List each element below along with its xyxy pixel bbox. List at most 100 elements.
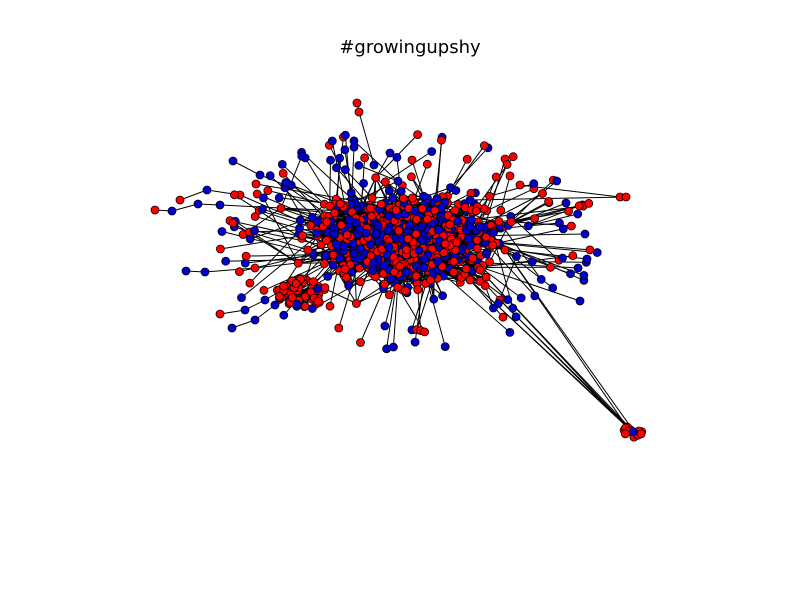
graph-node — [250, 212, 260, 221]
graph-edge — [471, 205, 584, 221]
graph-node — [429, 294, 439, 304]
graph-node — [175, 195, 185, 205]
graph-node — [516, 293, 526, 303]
graph-node — [234, 267, 244, 277]
graph-node — [427, 147, 437, 156]
graph-node — [255, 170, 265, 180]
graph-node — [322, 217, 332, 227]
graph-node — [349, 142, 359, 152]
graph-node — [573, 209, 583, 219]
graph-node — [412, 215, 422, 224]
graph-node — [401, 286, 410, 296]
graph-node — [485, 191, 495, 201]
graph-node — [340, 165, 350, 175]
graph-node — [356, 338, 365, 347]
graph-node — [500, 245, 510, 255]
graph-node — [620, 429, 630, 439]
graph-node — [555, 218, 564, 228]
graph-node — [636, 429, 646, 439]
graph-node — [291, 279, 301, 289]
graph-node — [251, 179, 261, 189]
graph-node — [440, 239, 450, 249]
graph-node — [394, 226, 404, 236]
graph-edge — [259, 174, 286, 186]
graph-node — [475, 222, 485, 232]
graph-node — [391, 205, 401, 215]
graph-node — [250, 226, 259, 236]
graph-node — [355, 224, 364, 234]
graph-node — [451, 186, 461, 195]
graph-node — [481, 249, 491, 259]
graph-node — [468, 253, 478, 263]
graph-edge — [504, 249, 628, 428]
graph-node — [621, 192, 631, 202]
graph-node — [508, 152, 518, 162]
graph-node — [538, 189, 547, 198]
graph-node — [453, 216, 463, 226]
graph-node — [488, 240, 498, 250]
graph-edge — [385, 151, 432, 183]
graph-node — [217, 227, 227, 236]
graph-node — [356, 277, 365, 287]
graph-node — [515, 180, 525, 190]
graph-node — [327, 136, 337, 146]
graph-node — [368, 266, 377, 276]
graph-node — [511, 312, 521, 322]
graph-node — [401, 245, 411, 255]
graph-node — [345, 215, 355, 225]
graph-node — [584, 198, 594, 208]
graph-node — [433, 256, 443, 266]
graph-node — [388, 193, 398, 203]
graph-node — [263, 186, 273, 196]
graph-node — [463, 233, 473, 243]
graph-node — [420, 327, 430, 337]
graph-node — [323, 271, 333, 281]
graph-node — [355, 254, 365, 264]
graph-node — [403, 234, 413, 244]
graph-node — [354, 160, 364, 170]
graph-node — [494, 216, 504, 226]
graph-node — [275, 292, 284, 301]
graph-node — [367, 211, 377, 221]
graph-node — [240, 305, 250, 315]
graph-node — [303, 245, 313, 255]
figure-title: #growingupshy — [339, 37, 481, 58]
graph-node — [449, 267, 459, 277]
graph-edge — [171, 203, 199, 212]
graph-node — [461, 264, 471, 274]
graph-edge — [485, 242, 536, 297]
graph-node — [181, 266, 191, 276]
graph-edge — [329, 258, 341, 307]
graph-node — [385, 148, 395, 158]
graph-edge — [246, 254, 314, 257]
graph-node — [566, 269, 575, 279]
graph-edge — [496, 228, 564, 244]
graph-node — [334, 323, 344, 333]
graph-node — [306, 221, 316, 230]
graph-node — [529, 179, 539, 189]
graph-node — [340, 130, 350, 140]
graph-node — [465, 275, 475, 285]
graph-node — [259, 193, 268, 203]
graph-node — [393, 176, 403, 186]
graph-node — [417, 204, 427, 214]
graph-edge — [179, 189, 208, 201]
graph-node — [475, 265, 485, 275]
graph-node — [335, 153, 345, 163]
graph-node — [564, 206, 573, 216]
graph-edge — [262, 208, 301, 221]
graph-node — [359, 178, 369, 188]
graph-node — [298, 231, 307, 241]
graph-edge — [344, 169, 373, 199]
graph-node — [228, 218, 238, 228]
graph-node — [568, 251, 578, 261]
graph-node — [281, 177, 291, 187]
graph-node — [472, 243, 482, 253]
graph-edge — [234, 194, 303, 239]
graph-node — [417, 236, 427, 246]
graph-node — [411, 271, 421, 281]
graph-node — [488, 303, 498, 313]
graph-node — [582, 254, 592, 264]
graph-node — [308, 277, 318, 287]
